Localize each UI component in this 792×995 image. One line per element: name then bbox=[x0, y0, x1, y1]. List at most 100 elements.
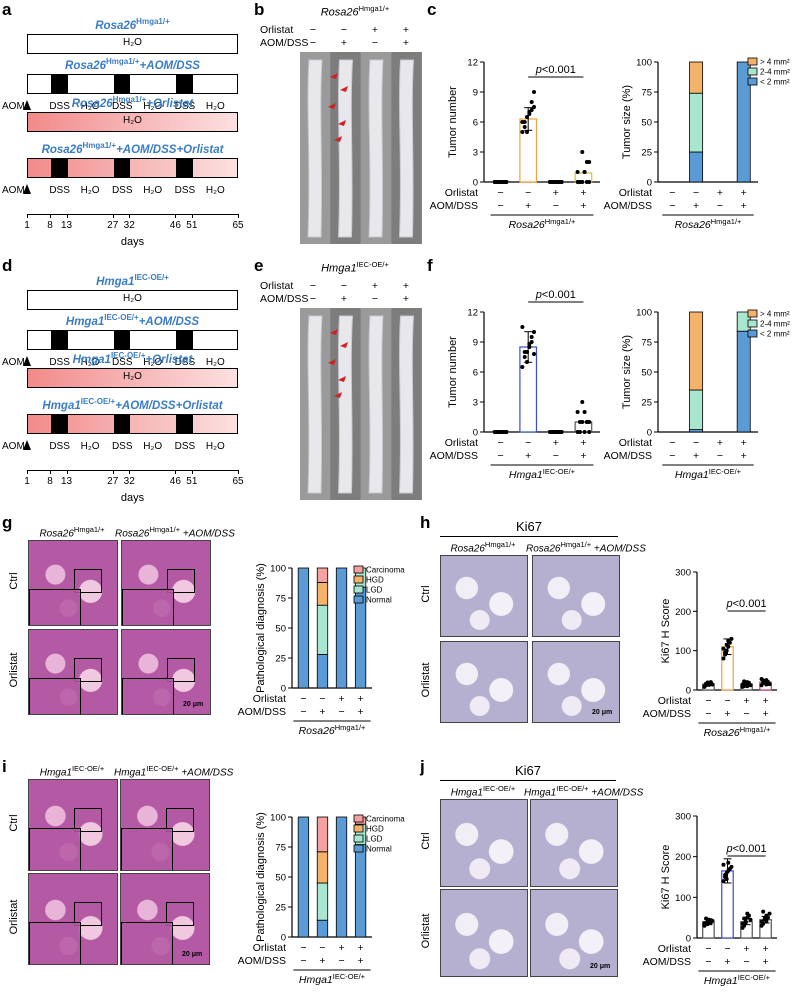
data-point bbox=[724, 877, 729, 882]
aomdss-sign: − bbox=[553, 450, 559, 462]
genotype-text: Hmga1 bbox=[65, 315, 105, 328]
day-tick-label: 51 bbox=[186, 220, 198, 231]
h2o-label: H₂O bbox=[80, 185, 100, 196]
data-point bbox=[764, 918, 769, 923]
genotype-superscript: Hmga1/+ bbox=[82, 141, 117, 150]
colon-photo-panel-b: Rosa26Hmga1/+ Orlistat AOM/DSS − − − + + − + + bbox=[260, 0, 425, 250]
legend-label: Carcinoma bbox=[366, 566, 405, 575]
genotype-text: Hmga1 bbox=[96, 275, 135, 288]
orlistat-label: Orlistat bbox=[658, 695, 691, 707]
genotype-superscript: Hmga1/+ bbox=[73, 525, 105, 534]
data-point bbox=[531, 330, 536, 334]
stack-segment bbox=[736, 61, 751, 183]
aom-label: AOM bbox=[2, 101, 25, 112]
stack-segment bbox=[297, 816, 310, 938]
y-tick-label: 3 bbox=[473, 148, 478, 159]
orlistat-sign: + bbox=[743, 695, 749, 707]
legend-swatch bbox=[747, 319, 758, 328]
column-label-1: Hmga1IEC-OE/+ bbox=[28, 764, 116, 778]
data-point bbox=[721, 646, 726, 651]
legend-swatch bbox=[747, 57, 758, 66]
scheme-title-3: Rosa26Hmga1/++AOM/DSS+Orlistat bbox=[27, 141, 238, 156]
colon-tissue bbox=[307, 59, 323, 238]
y-tick-label: 100 bbox=[675, 646, 691, 657]
data-point bbox=[761, 909, 766, 914]
genotype-superscript: Hmga1/+ bbox=[105, 57, 140, 66]
data-point bbox=[520, 120, 525, 124]
day-tick bbox=[50, 214, 52, 218]
aomdss-sign: + bbox=[763, 956, 769, 968]
days-label: days bbox=[120, 492, 145, 504]
orlistat-sign: − bbox=[693, 437, 699, 449]
genotype-label: Hmga1IEC-OE/+ bbox=[675, 467, 742, 481]
legend-label: < 2 mm² bbox=[760, 330, 790, 339]
dss-block bbox=[176, 331, 193, 349]
data-point bbox=[726, 860, 731, 865]
y-tick-label: 75 bbox=[641, 88, 652, 99]
dss-label: DSS bbox=[111, 185, 133, 196]
y-axis-label: Tumor size (%) bbox=[621, 85, 633, 159]
day-tick-label: 13 bbox=[61, 220, 73, 231]
y-axis-label: Tumor number bbox=[447, 86, 459, 158]
panel-label-g: g bbox=[2, 513, 13, 532]
aomdss-sign: − bbox=[498, 200, 504, 212]
stack-segment bbox=[736, 330, 751, 433]
stack-segment bbox=[689, 92, 704, 153]
tumor-arrow-icon bbox=[328, 103, 336, 109]
data-point bbox=[531, 352, 536, 356]
orlistat-sign: − bbox=[300, 942, 306, 954]
aomdss-sign: − bbox=[553, 200, 559, 212]
orlistat-sign: + bbox=[338, 942, 344, 954]
data-point bbox=[584, 160, 589, 164]
legend-swatch bbox=[353, 824, 364, 833]
y-tick-label: 200 bbox=[675, 852, 691, 863]
colon-photo-panel-e: Hmga1IEC-OE/+ Orlistat AOM/DSS − − − + + − + + bbox=[260, 256, 425, 506]
stack-segment bbox=[689, 61, 704, 94]
scheme-title-1: Rosa26Hmga1/++AOM/DSS bbox=[27, 57, 238, 72]
histology-image bbox=[120, 873, 210, 965]
aomdss-sign: + bbox=[693, 200, 699, 212]
orlistat-sign: + bbox=[741, 437, 747, 449]
dss-label: DSS bbox=[174, 357, 196, 368]
orlistat-label: Orlistat bbox=[260, 280, 294, 292]
data-point bbox=[525, 130, 530, 134]
day-tick bbox=[175, 470, 177, 474]
genotype-suffix: +Orlistat bbox=[146, 97, 194, 110]
dss-label: DSS bbox=[174, 101, 196, 112]
y-axis-label: Pathological diagnosis (%) bbox=[255, 812, 267, 942]
genotype-superscript: IEC-OE/+ bbox=[71, 764, 105, 773]
genotype-superscript: IEC-OE/+ bbox=[556, 784, 589, 793]
zoom-inset bbox=[121, 922, 173, 964]
dss-label: DSS bbox=[174, 185, 196, 196]
aomdss-sign: + bbox=[358, 955, 364, 967]
panel-label-f: f bbox=[427, 256, 433, 275]
y-tick-label: 0 bbox=[473, 428, 478, 439]
tumor-arrow-icon bbox=[340, 86, 348, 92]
tumor-arrow-icon bbox=[338, 376, 346, 382]
zoom-inset bbox=[29, 828, 81, 870]
aomdss-sign: + bbox=[741, 200, 747, 212]
y-tick-label: 200 bbox=[675, 607, 691, 618]
genotype-superscript: IEC-OE/+ bbox=[110, 351, 146, 360]
genotype-text: Rosa26 bbox=[526, 543, 561, 555]
genotype-text: Hmga1 bbox=[42, 399, 81, 412]
y-tick-label: 25 bbox=[641, 148, 652, 159]
genotype-label: Hmga1IEC-OE/+ bbox=[704, 973, 771, 987]
y-tick-label: 300 bbox=[675, 812, 691, 823]
tumor-arrow-icon bbox=[334, 136, 342, 142]
zoom-inset bbox=[121, 828, 173, 870]
orlistat-sign: − bbox=[669, 437, 675, 449]
aom-label: AOM bbox=[2, 357, 25, 368]
colon-drawing bbox=[300, 308, 422, 500]
day-tick-label: 32 bbox=[123, 220, 135, 231]
p-value-label: p<0.001 bbox=[725, 598, 766, 610]
histology-image bbox=[120, 779, 210, 871]
dss-label: DSS bbox=[49, 441, 70, 452]
genotype-suffix: +AOM/DSS bbox=[180, 528, 235, 540]
legend-label: 2-4 mm² bbox=[760, 68, 790, 77]
genotype-text: Hmga1 bbox=[450, 787, 483, 799]
orlistat-sign: − bbox=[340, 280, 348, 292]
genotype-superscript: IEC-OE/+ bbox=[482, 784, 516, 793]
histology-image bbox=[532, 641, 620, 723]
y-axis-label: Ki67 H Score bbox=[660, 845, 672, 910]
